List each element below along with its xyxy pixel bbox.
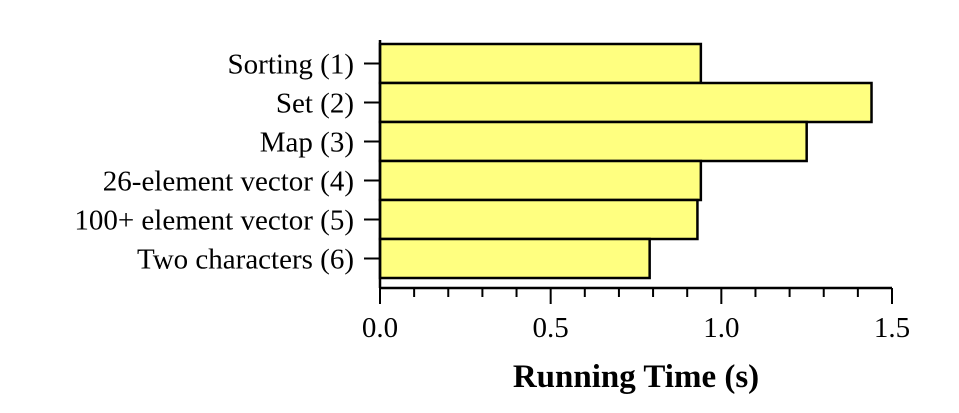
y-tick-label: Two characters (6) — [137, 244, 354, 276]
y-tick-label: Map (3) — [260, 127, 354, 159]
x-ticks-group — [379, 288, 893, 304]
y-tick-label: Set (2) — [276, 88, 354, 120]
bar — [378, 237, 651, 280]
bars-group — [378, 42, 873, 280]
y-tick-label: Sorting (1) — [228, 49, 354, 81]
bar — [378, 198, 699, 241]
bar — [378, 120, 808, 163]
bar — [378, 42, 703, 85]
category-labels-group: Sorting (1) Set (2) Map (3) 26-element vect… — [74, 49, 354, 276]
y-tick-label: 26-element vector (4) — [103, 166, 354, 198]
bar — [378, 159, 703, 202]
x-tick-labels-group: 0.0 0.5 1.0 1.5 — [362, 312, 910, 344]
x-tick-label: 1.0 — [703, 312, 739, 344]
category-ticks-group — [364, 62, 380, 260]
x-tick-label: 1.5 — [874, 312, 910, 344]
bar — [378, 81, 873, 124]
y-tick-label: 100+ element vector (5) — [74, 205, 354, 237]
x-axis-title: Running Time (s) — [513, 359, 759, 395]
x-tick-label: 0.0 — [362, 312, 398, 344]
x-tick-label: 0.5 — [533, 312, 569, 344]
